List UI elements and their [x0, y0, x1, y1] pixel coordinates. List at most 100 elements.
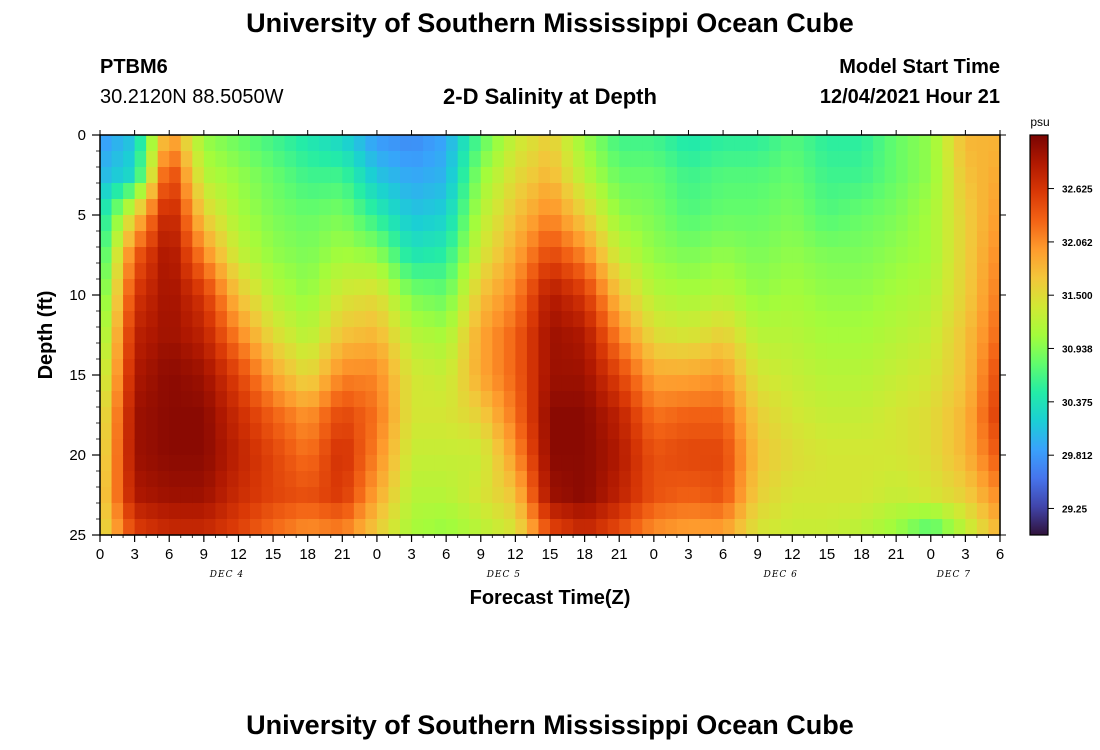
heatmap-cell [157, 423, 170, 440]
heatmap-cell [873, 151, 886, 168]
heatmap-cell [561, 231, 574, 248]
heatmap-cell [146, 471, 159, 488]
heatmap-cell [492, 183, 505, 200]
heatmap-cell [815, 343, 828, 360]
heatmap-cell [584, 151, 597, 168]
heatmap-cell [619, 183, 632, 200]
heatmap-cell [388, 423, 401, 440]
heatmap-cell [226, 519, 240, 536]
heatmap-cell [665, 263, 678, 280]
heatmap-cell [307, 519, 320, 536]
heatmap-cell [411, 279, 424, 296]
heatmap-cell [296, 151, 309, 168]
heatmap-cell [792, 183, 805, 200]
heatmap-cell [873, 247, 886, 264]
heatmap-cell [746, 455, 759, 472]
heatmap-cell [226, 359, 240, 376]
heatmap-cell [907, 279, 920, 296]
heatmap-cell [111, 391, 124, 408]
heatmap-cell [988, 215, 1001, 232]
heatmap-cell [780, 455, 793, 472]
heatmap-cell [653, 487, 666, 504]
heatmap-cell [423, 231, 436, 248]
heatmap-cell [573, 167, 586, 184]
heatmap-cell [619, 391, 632, 408]
heatmap-cell [988, 327, 1001, 344]
heatmap-cell [930, 135, 943, 152]
heatmap-cell [342, 295, 355, 312]
heatmap-cell [907, 343, 920, 360]
heatmap-cell [307, 183, 320, 200]
heatmap-cell [884, 231, 897, 248]
heatmap-cell [250, 215, 263, 232]
heatmap-cell [907, 311, 920, 328]
heatmap-cell [365, 247, 378, 264]
heatmap-cell [642, 151, 655, 168]
heatmap-cell [896, 231, 909, 248]
heatmap-cell [330, 407, 343, 424]
heatmap-cell [469, 359, 482, 376]
heatmap-cell [803, 375, 816, 392]
heatmap-cell [723, 183, 736, 200]
heatmap-cell [619, 439, 632, 456]
heatmap-cell [642, 391, 655, 408]
heatmap-cell [157, 503, 170, 520]
heatmap-cell [457, 407, 470, 424]
heatmap-cell [273, 215, 286, 232]
heatmap-cell [630, 231, 643, 248]
heatmap-cell [203, 359, 216, 376]
heatmap-cell [515, 503, 528, 520]
heatmap-cell [711, 263, 724, 280]
heatmap-cell [157, 135, 170, 152]
heatmap-cell [665, 295, 678, 312]
heatmap-cell [457, 327, 470, 344]
heatmap-cell [434, 375, 447, 392]
heatmap-cell [157, 263, 170, 280]
heatmap-cell [700, 151, 713, 168]
heatmap-cell [561, 247, 574, 264]
heatmap-cell [619, 199, 632, 216]
heatmap-cell [919, 183, 932, 200]
heatmap-cell [469, 327, 482, 344]
heatmap-cell [192, 455, 205, 472]
heatmap-cell [388, 311, 401, 328]
heatmap-cell [100, 231, 113, 248]
heatmap-cell [296, 407, 309, 424]
heatmap-cell [469, 519, 482, 536]
heatmap-cell [526, 423, 540, 440]
heatmap-cell [238, 327, 251, 344]
heatmap-cell [146, 295, 159, 312]
heatmap-cell [630, 199, 643, 216]
heatmap-cell [769, 503, 782, 520]
heatmap-cell [203, 503, 216, 520]
heatmap-cell [607, 487, 620, 504]
heatmap-cell [307, 503, 320, 520]
heatmap-cell [157, 359, 170, 376]
heatmap-cell [665, 279, 678, 296]
heatmap-cell [353, 407, 366, 424]
heatmap-cell [492, 231, 505, 248]
heatmap-cell [169, 263, 182, 280]
heatmap-cell [192, 391, 205, 408]
heatmap-cell [261, 311, 274, 328]
heatmap-cell [123, 375, 136, 392]
heatmap-cell [861, 407, 874, 424]
heatmap-cell [423, 423, 436, 440]
heatmap-cell [884, 167, 897, 184]
heatmap-cell [192, 231, 205, 248]
heatmap-cell [723, 295, 736, 312]
heatmap-cell [319, 327, 332, 344]
heatmap-cell [180, 407, 193, 424]
heatmap-cell [907, 359, 920, 376]
heatmap-cell [734, 311, 747, 328]
heatmap-cell [942, 471, 955, 488]
heatmap-cell [815, 375, 828, 392]
heatmap-cell [642, 327, 655, 344]
heatmap-cell [457, 391, 470, 408]
heatmap-cell [319, 423, 332, 440]
heatmap-cell [307, 135, 320, 152]
heatmap-cell [250, 247, 263, 264]
heatmap-cell [930, 359, 943, 376]
heatmap-cell [988, 455, 1001, 472]
x-tick-label: 21 [611, 546, 628, 563]
